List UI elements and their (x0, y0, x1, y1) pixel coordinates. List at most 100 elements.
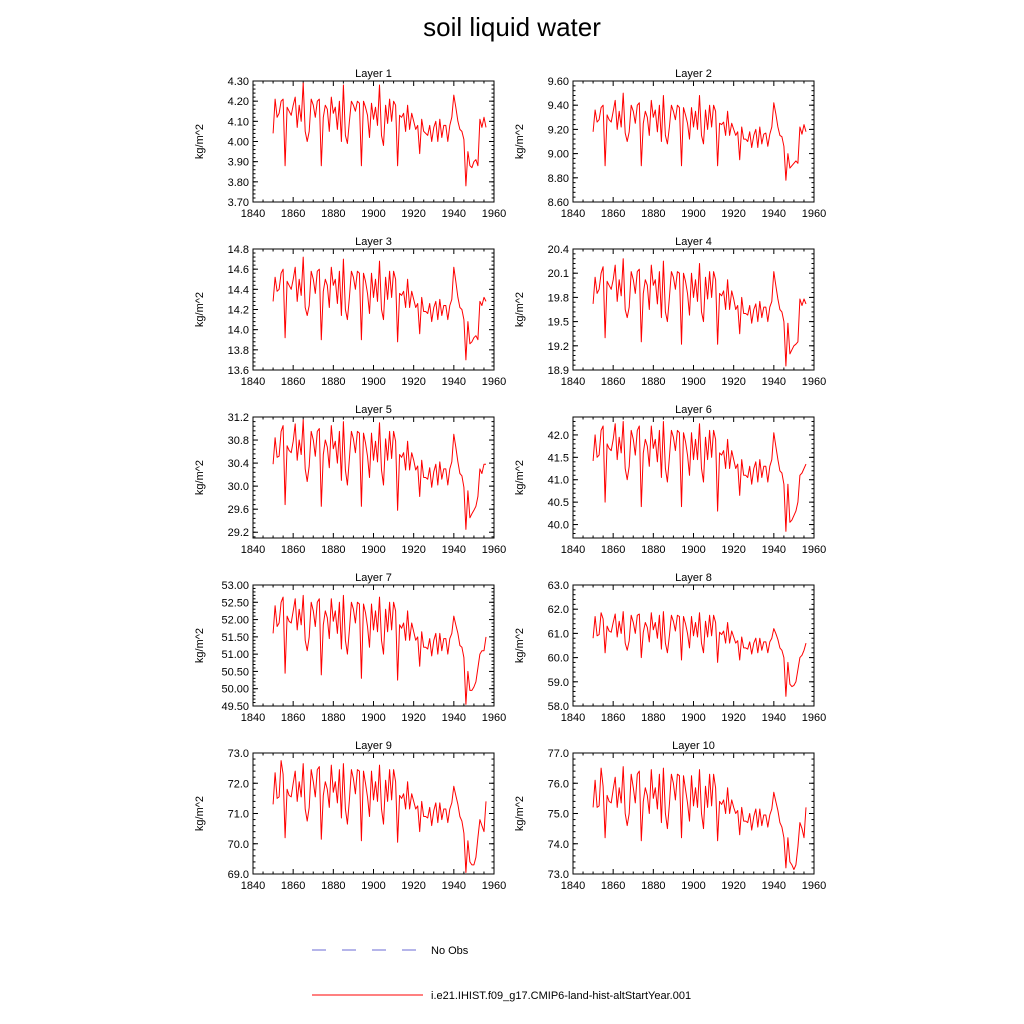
chart-panel-1: Layer 1 kg/m^2 1840 1860 1880 1900 1920 1940 196… (194, 68, 506, 220)
y-tick-label: 30.4 (228, 458, 249, 470)
y-axis-label: kg/m^2 (514, 628, 526, 663)
x-tick-label: 1840 (241, 712, 265, 724)
x-tick-label: 1840 (561, 880, 585, 892)
y-tick-label: 41.5 (548, 452, 569, 464)
x-tick-label: 1960 (482, 376, 506, 388)
x-tick-label: 1960 (802, 712, 826, 724)
x-tick-label: 1880 (321, 880, 345, 892)
chart-panel-7: Layer 7 kg/m^2 1840 1860 1880 1900 1920 1940 196… (194, 572, 506, 724)
panel-title: Layer 2 (675, 68, 712, 80)
legend: No Obs i.e21.IHIST.f09_g17.CMIP6-land-his… (312, 945, 691, 1002)
x-tick-label: 1940 (762, 712, 786, 724)
x-tick-label: 1860 (601, 880, 625, 892)
y-tick-label: 31.2 (228, 412, 249, 424)
plot-frame (252, 584, 495, 707)
panel-title: Layer 1 (355, 68, 392, 80)
y-tick-label: 59.0 (548, 677, 569, 689)
y-tick-label: 19.2 (548, 341, 569, 353)
y-tick-label: 61.0 (548, 628, 569, 640)
y-axis-label: kg/m^2 (194, 628, 206, 663)
x-tick-label: 1880 (641, 712, 665, 724)
x-tick-label: 1880 (321, 376, 345, 388)
y-tick-label: 3.80 (228, 177, 249, 189)
x-tick-label: 1960 (802, 208, 826, 220)
y-tick-label: 74.0 (548, 839, 569, 851)
y-tick-label: 62.0 (548, 604, 569, 616)
y-tick-label: 14.2 (228, 305, 249, 317)
legend-obs-label: No Obs (431, 945, 469, 957)
y-tick-label: 75.0 (548, 809, 569, 821)
x-tick-label: 1840 (241, 544, 265, 556)
chart-panel-8: Layer 8 kg/m^2 1840 1860 1880 1900 1920 1940 196… (514, 572, 826, 724)
x-tick-label: 1940 (762, 376, 786, 388)
y-axis-label: kg/m^2 (514, 124, 526, 159)
x-tick-label: 1900 (681, 208, 705, 220)
plot-frame (572, 416, 815, 539)
y-tick-label: 30.0 (228, 481, 249, 493)
x-tick-label: 1920 (401, 544, 425, 556)
plot-frame (252, 752, 495, 875)
model-series-line (272, 760, 487, 873)
y-tick-label: 20.4 (548, 244, 569, 256)
y-tick-label: 8.60 (548, 197, 569, 209)
plot-frame (572, 752, 815, 875)
x-tick-label: 1880 (321, 208, 345, 220)
x-tick-label: 1920 (401, 208, 425, 220)
y-tick-label: 76.0 (548, 778, 569, 790)
x-tick-label: 1940 (442, 208, 466, 220)
y-tick-label: 14.8 (228, 244, 249, 256)
x-tick-label: 1940 (762, 544, 786, 556)
y-axis-label: kg/m^2 (194, 124, 206, 159)
y-tick-label: 40.0 (548, 520, 569, 532)
model-series-line (592, 92, 807, 181)
y-tick-label: 77.0 (548, 748, 569, 760)
panel-title: Layer 8 (675, 572, 712, 584)
y-tick-label: 71.0 (228, 809, 249, 821)
y-tick-label: 9.60 (548, 76, 569, 88)
chart-panel-3: Layer 3 kg/m^2 1840 1860 1880 1900 1920 1940 196… (194, 236, 506, 388)
y-tick-label: 73.0 (228, 748, 249, 760)
x-tick-label: 1940 (442, 880, 466, 892)
x-tick-label: 1860 (601, 208, 625, 220)
x-tick-label: 1860 (601, 544, 625, 556)
x-tick-label: 1920 (401, 712, 425, 724)
chart-panel-6: Layer 6 kg/m^2 1840 1860 1880 1900 1920 1940 196… (514, 404, 826, 556)
plot-frame (572, 80, 815, 203)
y-tick-label: 9.20 (548, 124, 569, 136)
x-tick-label: 1840 (241, 376, 265, 388)
y-tick-label: 4.20 (228, 96, 249, 108)
panel-title: Layer 3 (355, 236, 392, 248)
x-tick-label: 1960 (482, 880, 506, 892)
y-tick-label: 72.0 (228, 778, 249, 790)
y-tick-label: 51.50 (221, 632, 249, 644)
x-tick-label: 1840 (241, 208, 265, 220)
x-tick-label: 1940 (442, 544, 466, 556)
y-axis-label: kg/m^2 (514, 292, 526, 327)
legend-model-label: i.e21.IHIST.f09_g17.CMIP6-land-hist-altS… (431, 990, 691, 1002)
x-tick-label: 1940 (442, 712, 466, 724)
y-tick-label: 41.0 (548, 475, 569, 487)
chart-panel-10: Layer 10 kg/m^2 1840 1860 1880 1900 1920 1940 19… (514, 740, 826, 892)
model-series-line (272, 256, 487, 361)
y-tick-label: 14.6 (228, 264, 249, 276)
x-tick-label: 1900 (681, 880, 705, 892)
x-tick-label: 1900 (681, 712, 705, 724)
y-tick-label: 19.8 (548, 292, 569, 304)
plot-frame (252, 248, 495, 371)
y-tick-label: 69.0 (228, 869, 249, 881)
y-tick-label: 4.00 (228, 137, 249, 149)
x-tick-label: 1960 (802, 376, 826, 388)
x-tick-label: 1920 (401, 880, 425, 892)
x-tick-label: 1920 (721, 208, 745, 220)
y-tick-label: 8.80 (548, 173, 569, 185)
plot-frame (572, 584, 815, 707)
panel-title: Layer 9 (355, 740, 392, 752)
y-tick-label: 60.0 (548, 653, 569, 665)
x-tick-label: 1920 (721, 880, 745, 892)
x-tick-label: 1860 (601, 376, 625, 388)
x-tick-label: 1840 (561, 376, 585, 388)
y-tick-label: 29.6 (228, 504, 249, 516)
y-tick-label: 3.70 (228, 197, 249, 209)
x-tick-label: 1900 (361, 208, 385, 220)
plot-frame (252, 80, 495, 203)
